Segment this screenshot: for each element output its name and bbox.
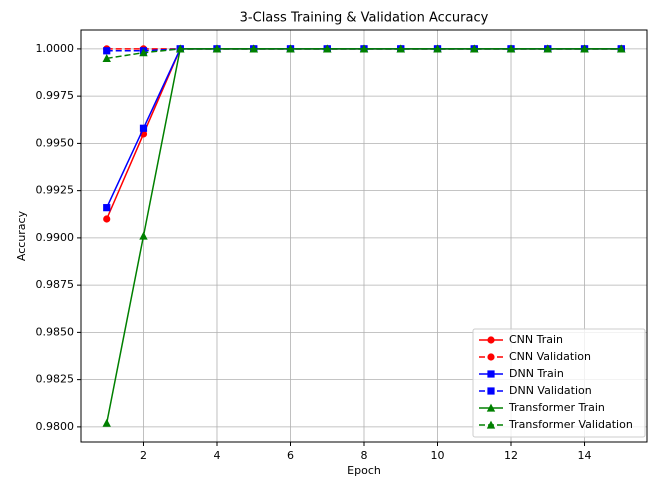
marker [359, 44, 369, 53]
marker [103, 204, 111, 212]
legend-label: CNN Validation [509, 350, 591, 363]
legend-label: DNN Train [509, 367, 564, 380]
marker [103, 215, 111, 223]
y-tick-label: 1.0000 [36, 42, 75, 55]
marker [487, 353, 495, 361]
legend-label: Transformer Train [508, 401, 605, 414]
y-tick-label: 0.9800 [36, 420, 75, 433]
chart-title: 3-Class Training & Validation Accuracy [240, 11, 489, 26]
y-tick-label: 0.9900 [36, 231, 75, 244]
marker [102, 418, 111, 427]
marker [486, 420, 496, 429]
marker [617, 44, 626, 53]
marker [139, 48, 148, 57]
marker [249, 44, 258, 53]
y-tick-label: 0.9975 [36, 89, 75, 102]
y-tick-label: 0.9950 [36, 136, 75, 149]
marker [580, 44, 589, 53]
legend-label: Transformer Validation [508, 418, 633, 431]
marker [139, 231, 148, 240]
marker [286, 44, 295, 53]
legend-box [472, 328, 646, 438]
y-axis-label: Accuracy [15, 210, 28, 261]
marker [396, 44, 405, 53]
marker [487, 336, 495, 344]
x-tick-label: 10 [431, 449, 445, 462]
marker [139, 124, 148, 132]
marker [487, 370, 495, 378]
marker [102, 53, 111, 62]
marker [212, 44, 222, 53]
x-tick-label: 14 [578, 449, 592, 462]
legend: CNN Train CNN Validation DNN Train DNN Vali… [472, 328, 646, 438]
marker [506, 44, 516, 53]
marker [487, 387, 495, 395]
marker [433, 44, 442, 53]
marker [103, 47, 111, 55]
marker [176, 44, 185, 53]
marker [323, 44, 332, 53]
y-tick-label: 0.9850 [36, 325, 75, 338]
x-tick-label: 6 [287, 449, 294, 462]
y-tick-label: 0.9825 [36, 373, 75, 386]
y-tick-label: 0.9875 [36, 278, 75, 291]
marker [486, 403, 496, 412]
x-tick-label: 4 [213, 449, 220, 462]
x-axis-label: Epoch [347, 464, 381, 477]
marker [470, 44, 479, 53]
legend-label: CNN Train [509, 333, 563, 346]
x-tick-label: 12 [504, 449, 518, 462]
y-tick-label: 0.9925 [36, 184, 75, 197]
x-tick-label: 8 [361, 449, 368, 462]
plot-frame [80, 29, 648, 443]
marker [543, 44, 552, 53]
legend-label: DNN Validation [509, 384, 592, 397]
x-tick-label: 2 [140, 449, 147, 462]
